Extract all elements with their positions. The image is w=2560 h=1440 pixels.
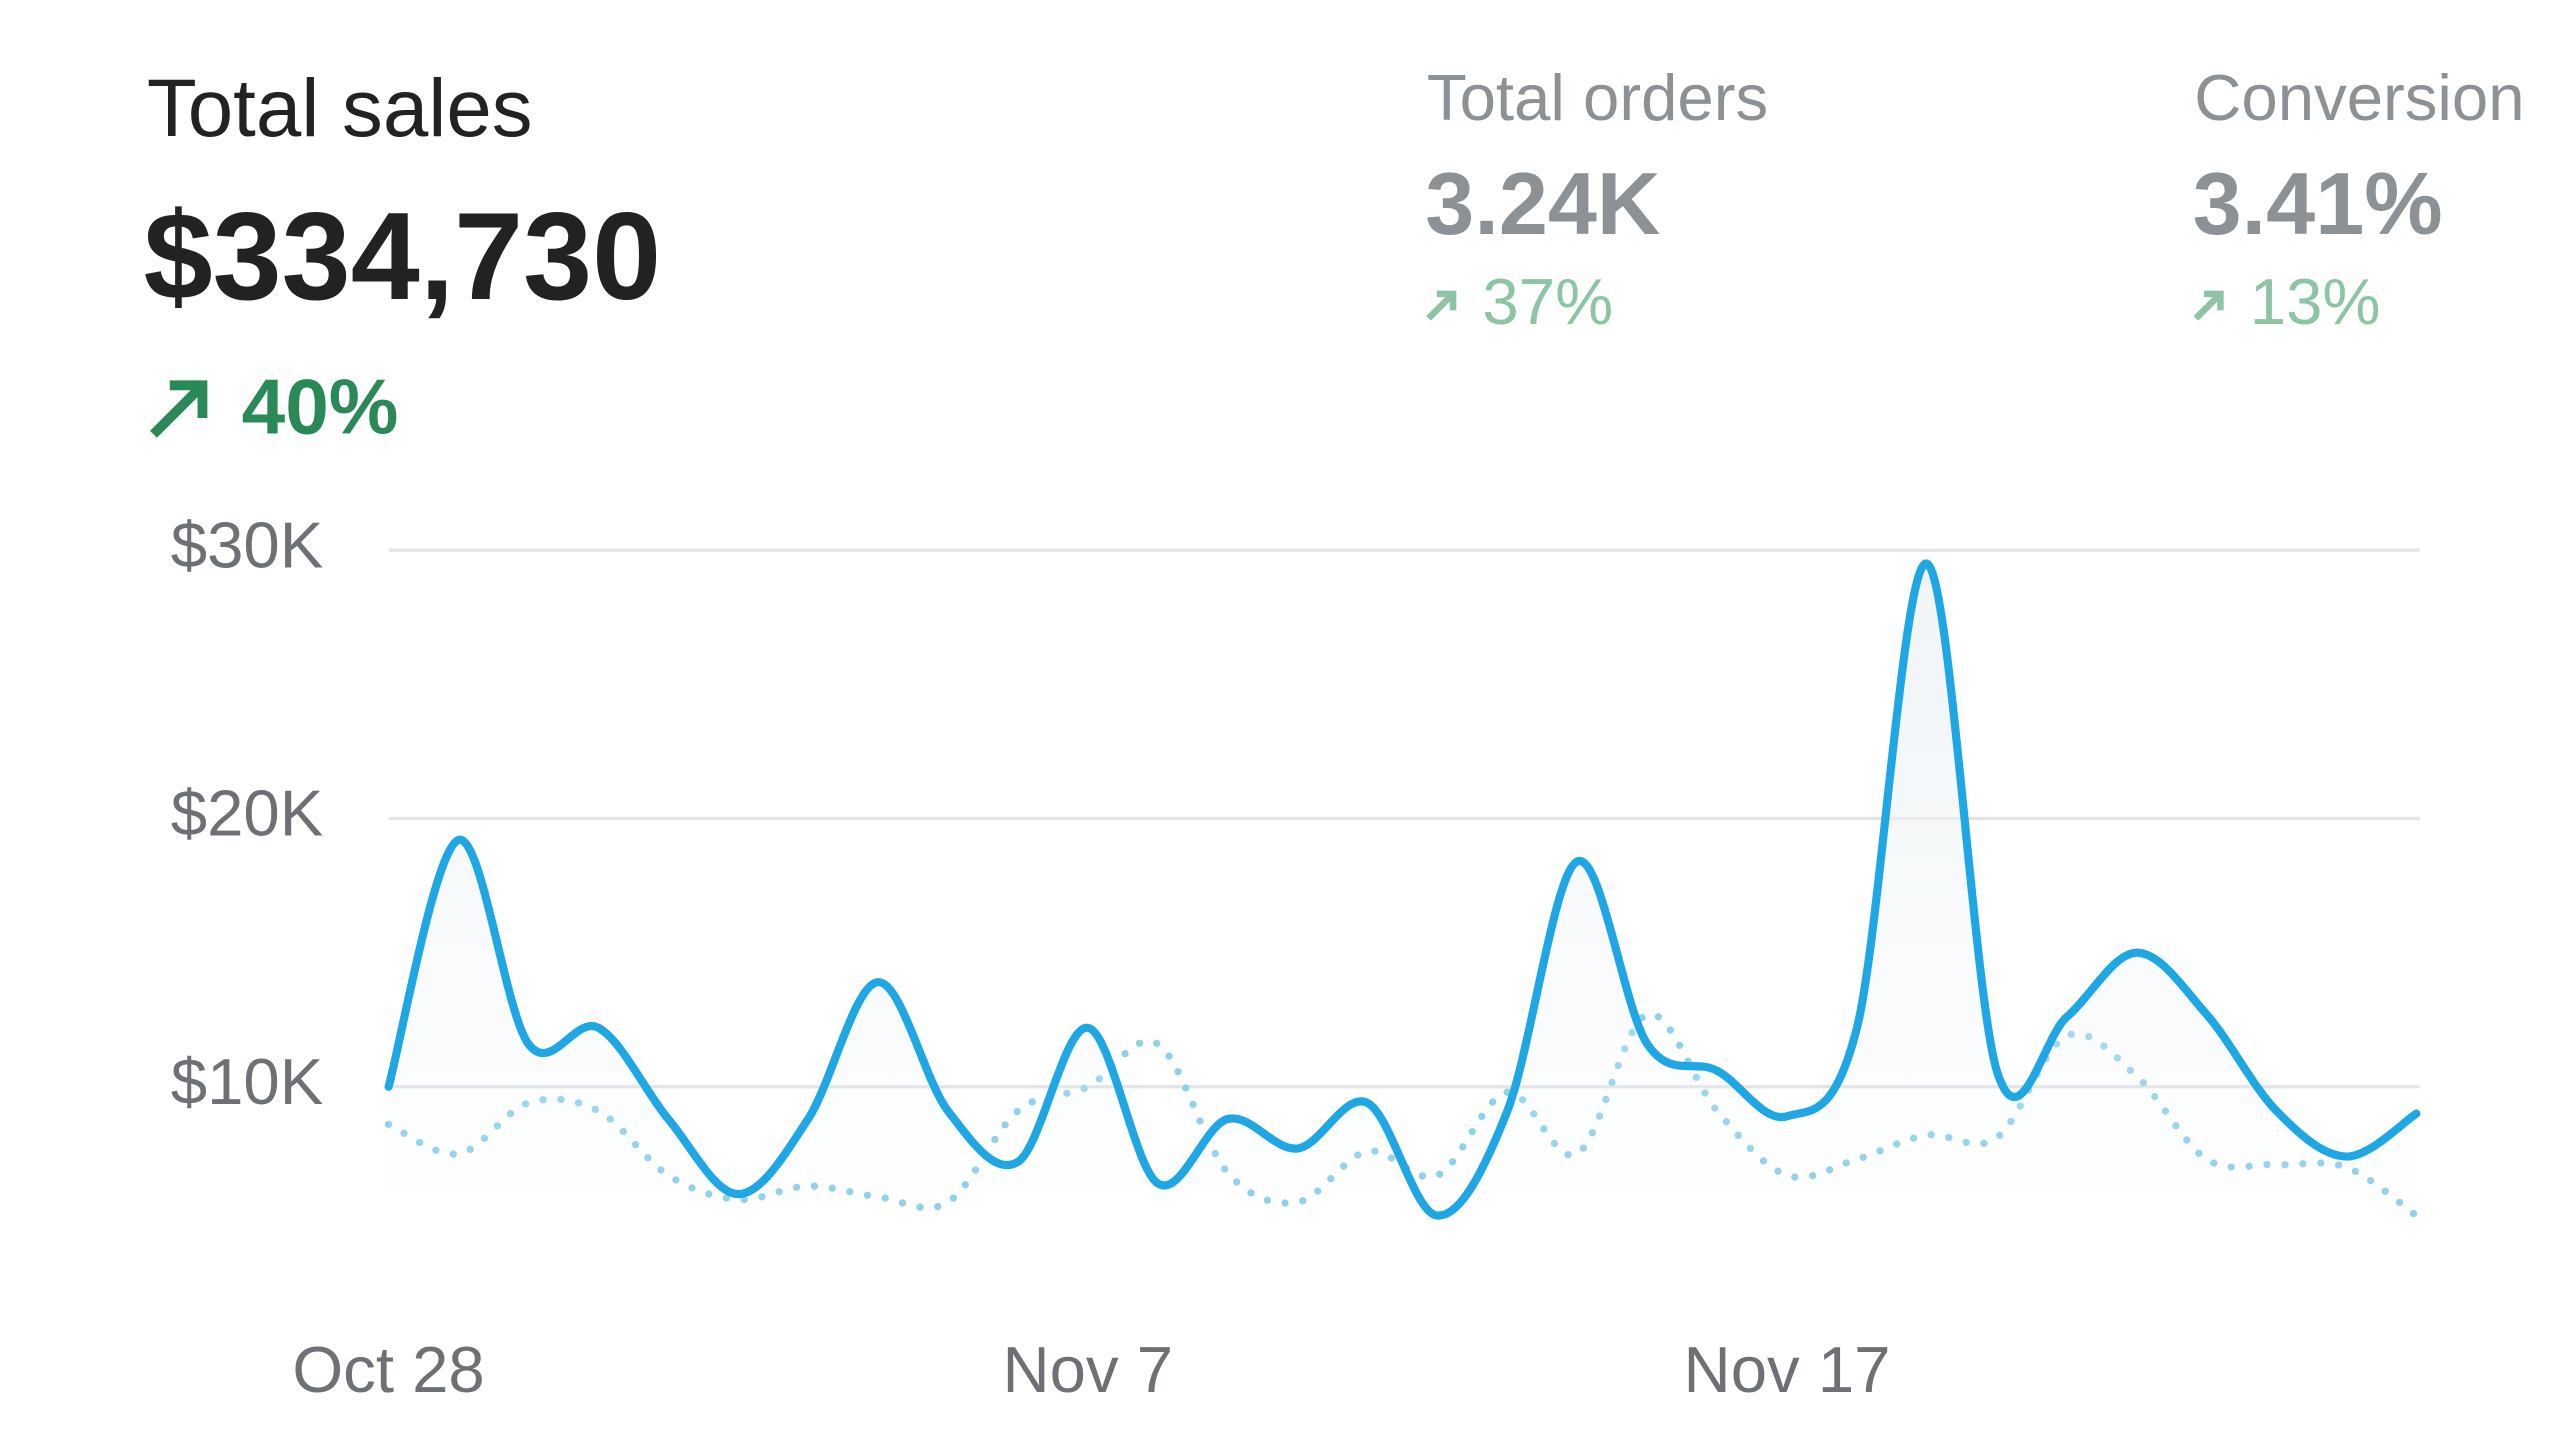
sales-line (384, 559, 2421, 1220)
kpi-value: $334,730 (144, 188, 662, 326)
x-tick-label: Oct 28 (292, 1333, 484, 1406)
up-arrow (150, 380, 208, 438)
y-tick-label: $10K (171, 1045, 324, 1118)
kpi-change: 40% (242, 363, 399, 451)
kpi-label: Conversion (2194, 61, 2524, 134)
line-chart: $10K $20K $30K Oct 28 Nov 7 Nov 17 (171, 508, 2421, 1406)
y-tick-label: $20K (171, 777, 324, 850)
kpi-total-orders: Total orders 3.24K 37% (1425, 61, 1768, 338)
kpi-value: 3.41% (2193, 154, 2443, 253)
up-arrow (1426, 290, 1457, 321)
kpi-label: Total orders (1427, 61, 1768, 134)
kpi-change: 37% (1482, 265, 1613, 338)
y-tick-label: $30K (171, 508, 324, 581)
up-arrow (2193, 290, 2224, 321)
kpi-total-sales: Total sales $334,730 40% (144, 63, 662, 451)
kpi-value: 3.24K (1425, 154, 1660, 253)
kpi-label: Total sales (147, 63, 533, 154)
kpi-change: 13% (2250, 265, 2381, 338)
x-tick-label: Nov 7 (1003, 1333, 1174, 1406)
x-tick-label: Nov 17 (1684, 1333, 1891, 1406)
area-fill (388, 563, 2417, 1217)
kpi-conversion: Conversion 3.41% 13% (2193, 61, 2525, 338)
